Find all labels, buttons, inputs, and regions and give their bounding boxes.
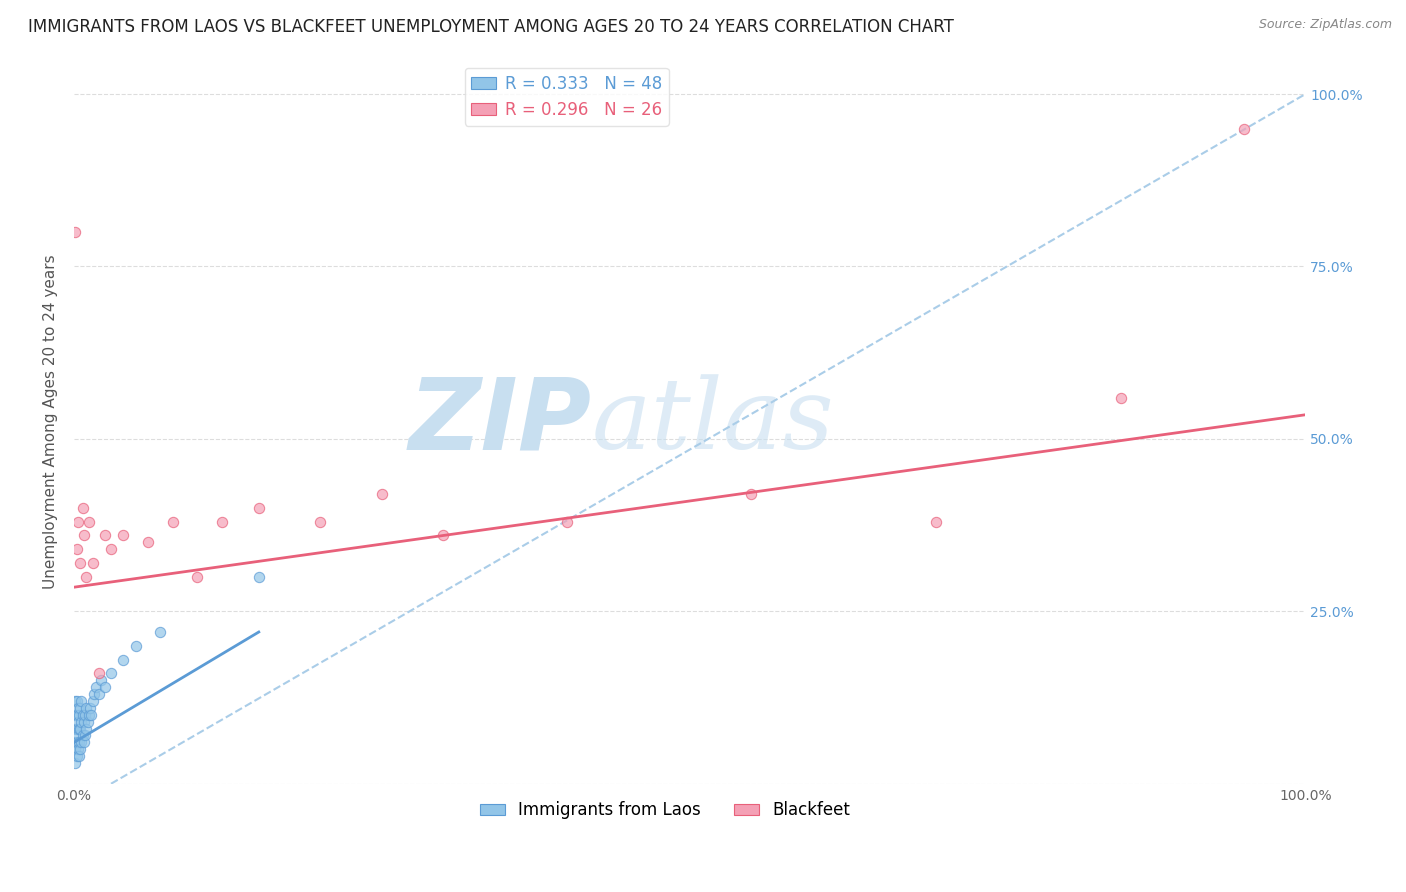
Point xyxy=(90,673,112,688)
Point xyxy=(925,515,948,529)
Text: IMMIGRANTS FROM LAOS VS BLACKFEET UNEMPLOYMENT AMONG AGES 20 TO 24 YEARS CORRELA: IMMIGRANTS FROM LAOS VS BLACKFEET UNEMPL… xyxy=(28,18,955,36)
Point xyxy=(67,722,90,736)
Point xyxy=(149,625,172,640)
Point xyxy=(65,722,87,736)
Point xyxy=(124,639,146,653)
Point xyxy=(740,487,762,501)
Point xyxy=(100,542,122,557)
Point xyxy=(94,528,117,542)
Point xyxy=(65,707,87,722)
Point xyxy=(77,707,100,722)
Point xyxy=(100,666,122,681)
Point xyxy=(87,666,110,681)
Point xyxy=(65,749,87,764)
Point xyxy=(75,570,97,584)
Point xyxy=(69,722,91,736)
Point xyxy=(84,680,107,694)
Point xyxy=(72,707,94,722)
Point xyxy=(75,701,97,715)
Point xyxy=(136,535,159,549)
Point xyxy=(69,742,91,756)
Point xyxy=(371,487,394,501)
Point xyxy=(94,680,117,694)
Point xyxy=(112,652,135,666)
Point xyxy=(75,722,97,736)
Point xyxy=(66,714,89,729)
Point xyxy=(186,570,208,584)
Point xyxy=(65,735,87,749)
Text: atlas: atlas xyxy=(592,374,834,469)
Point xyxy=(309,515,332,529)
Point xyxy=(65,225,87,239)
Point xyxy=(80,707,103,722)
Point xyxy=(67,707,90,722)
Point xyxy=(432,528,454,542)
Point xyxy=(66,742,89,756)
Text: Source: ZipAtlas.com: Source: ZipAtlas.com xyxy=(1258,18,1392,31)
Y-axis label: Unemployment Among Ages 20 to 24 years: Unemployment Among Ages 20 to 24 years xyxy=(44,254,58,589)
Point xyxy=(69,701,91,715)
Point xyxy=(70,714,93,729)
Point xyxy=(65,756,87,770)
Point xyxy=(65,722,87,736)
Point xyxy=(72,500,94,515)
Point xyxy=(66,729,89,743)
Point xyxy=(66,515,89,529)
Legend: Immigrants from Laos, Blackfeet: Immigrants from Laos, Blackfeet xyxy=(474,795,858,826)
Point xyxy=(65,735,87,749)
Point xyxy=(70,694,93,708)
Point xyxy=(72,729,94,743)
Point xyxy=(247,500,270,515)
Point xyxy=(75,729,97,743)
Point xyxy=(82,694,104,708)
Point xyxy=(65,707,87,722)
Point xyxy=(65,694,87,708)
Point xyxy=(73,714,96,729)
Point xyxy=(69,556,91,570)
Point xyxy=(65,542,87,557)
Point xyxy=(1233,121,1256,136)
Text: ZIP: ZIP xyxy=(408,373,592,470)
Point xyxy=(76,714,98,729)
Point xyxy=(73,528,96,542)
Point xyxy=(555,515,578,529)
Point xyxy=(79,701,101,715)
Point xyxy=(1109,391,1132,405)
Point xyxy=(67,749,90,764)
Point xyxy=(73,735,96,749)
Point xyxy=(211,515,233,529)
Point xyxy=(67,735,90,749)
Point xyxy=(65,694,87,708)
Point xyxy=(66,701,89,715)
Point xyxy=(247,570,270,584)
Point xyxy=(162,515,184,529)
Point xyxy=(82,556,104,570)
Point xyxy=(112,528,135,542)
Point xyxy=(87,687,110,701)
Point xyxy=(77,515,100,529)
Point xyxy=(70,735,93,749)
Point xyxy=(75,707,97,722)
Point xyxy=(63,742,86,756)
Point xyxy=(83,687,105,701)
